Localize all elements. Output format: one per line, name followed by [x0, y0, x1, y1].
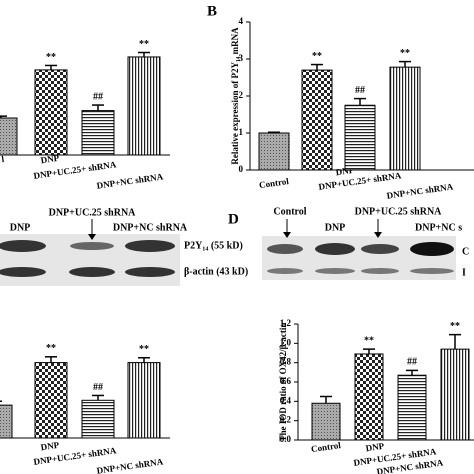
panel-label: D — [228, 211, 239, 227]
row-label: C — [462, 246, 469, 257]
y-tick-label: 0.4 — [280, 395, 292, 405]
row-label: I — [462, 267, 466, 278]
y-tick-label: 0.2 — [280, 415, 292, 425]
significance: ## — [93, 382, 103, 393]
band — [410, 268, 454, 274]
band — [125, 240, 175, 252]
lane-label: DNP+UC.25 shRNA — [49, 207, 137, 218]
band — [0, 240, 46, 252]
significance: ** — [46, 52, 56, 63]
arrow-head — [283, 232, 291, 238]
bar — [301, 69, 333, 171]
y-tick-label: 1.2 — [280, 318, 292, 328]
band — [0, 267, 46, 277]
x-tick-label: DNP+UC.25+ shRNA — [318, 170, 402, 192]
significance: ## — [407, 357, 417, 368]
y-tick-label: 0.6 — [280, 376, 292, 386]
bar — [81, 110, 115, 156]
y-tick-label: 0 — [239, 164, 244, 174]
band — [70, 242, 114, 250]
x-tick-label: l — [1, 154, 5, 164]
x-tick-label: DNP — [365, 441, 385, 454]
lane-label: DNP+NC shRNA — [113, 222, 188, 233]
x-tick-label: Control — [258, 176, 289, 190]
lane-label: DNP — [325, 222, 346, 233]
band — [125, 267, 175, 277]
x-tick-label: Control — [310, 440, 341, 454]
y-tick-label: 1 — [239, 127, 244, 137]
y-axis-label: The IOD ratio of OX42/β-actin — [278, 323, 288, 442]
bar — [34, 362, 68, 439]
bar — [344, 104, 376, 171]
x-tick-label: DNP+NC shRNA — [96, 456, 164, 474]
bar — [81, 399, 115, 439]
lane-label: DNP+NC s — [415, 222, 462, 233]
arrow-head — [374, 232, 382, 238]
bar — [34, 69, 68, 156]
significance: ** — [312, 51, 322, 62]
y-axis-label: Relative expression of P2Y₁₄ mRNA — [230, 27, 240, 165]
y-tick-label: 4 — [239, 16, 244, 26]
panel-label: B — [207, 3, 217, 19]
band — [69, 267, 115, 277]
bar — [389, 66, 421, 171]
significance: ** — [450, 321, 460, 332]
x-tick-label: DNP+NC shRNA — [386, 181, 454, 200]
bar — [0, 404, 13, 439]
band — [267, 244, 303, 254]
significance: ** — [139, 344, 149, 355]
bar — [258, 132, 290, 171]
band — [361, 268, 399, 274]
band — [410, 242, 454, 256]
bar — [311, 402, 341, 441]
significance: ## — [93, 91, 103, 102]
lane-label: Control — [273, 206, 306, 217]
bar — [127, 56, 161, 156]
y-tick-label: 0.0 — [280, 434, 292, 444]
band — [361, 244, 399, 254]
bar — [397, 374, 427, 441]
row-label: P2Y₁₄ (55 kD) — [184, 240, 243, 251]
bar — [127, 362, 161, 439]
row-label: β-actin (43 kD) — [184, 266, 248, 277]
significance: ** — [400, 48, 410, 59]
y-tick-label: 2 — [239, 90, 244, 100]
band — [315, 268, 355, 274]
y-tick-label: 3 — [239, 53, 244, 63]
lane-label: DNP+UC.25 shRNA — [355, 206, 443, 217]
bar — [354, 353, 384, 441]
bar — [0, 117, 18, 156]
y-tick-label: 1.0 — [280, 337, 292, 347]
band — [315, 243, 355, 255]
significance: ** — [364, 335, 374, 346]
x-tick-label: DNP+NC shRNA — [96, 171, 164, 190]
lane-label: DNP — [10, 222, 31, 233]
x-tick-label: DNP — [40, 153, 60, 166]
arrow-head — [88, 234, 96, 240]
y-tick-label: 0.8 — [280, 357, 292, 367]
bar — [440, 348, 470, 441]
significance: ** — [46, 343, 56, 354]
x-tick-label: DNP — [40, 440, 60, 453]
significance: ## — [355, 85, 365, 96]
significance: ** — [139, 39, 149, 50]
band — [267, 268, 303, 274]
